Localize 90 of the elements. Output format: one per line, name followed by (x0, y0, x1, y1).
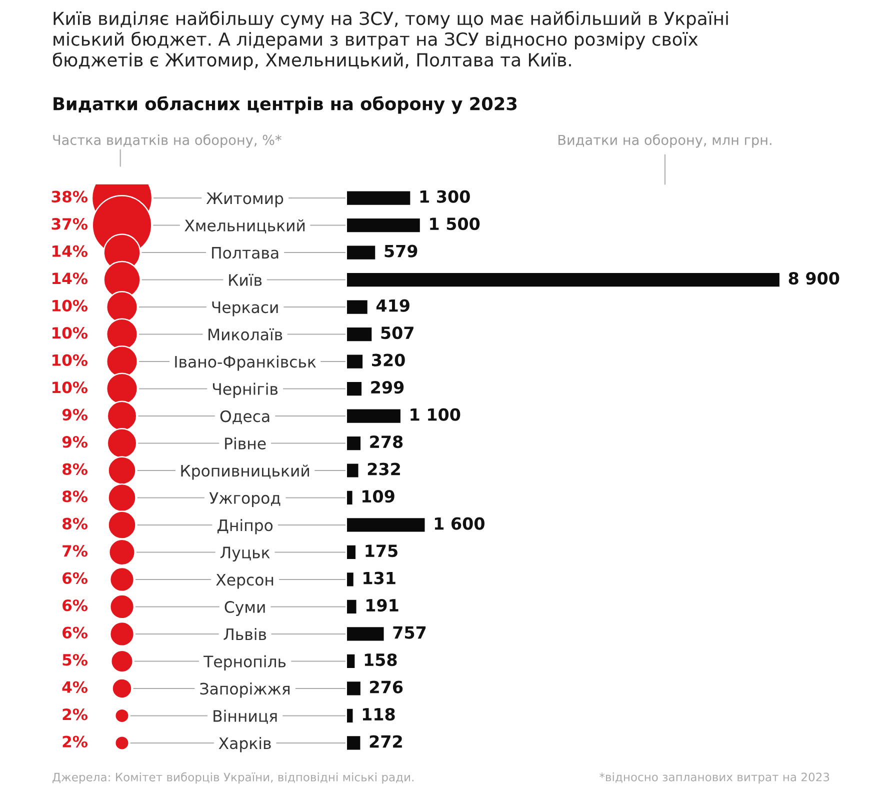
y-tick-label: Чернігів (212, 382, 278, 398)
bar (347, 736, 360, 750)
data-label: 5% (62, 654, 88, 666)
data-label: 4% (62, 681, 88, 693)
data-label: 1 300 (420, 190, 470, 203)
data-label: 276 (370, 680, 403, 694)
data-label: 1 100 (410, 408, 460, 421)
data-label: 278 (370, 435, 403, 448)
data-label: 118 (362, 708, 395, 721)
data-label: 14% (52, 272, 88, 284)
y-tick-label: Рівне (225, 437, 266, 450)
data-label: 1 500 (430, 218, 480, 230)
data-label: 37% (52, 218, 88, 230)
data-label: 10% (52, 382, 88, 394)
bar (347, 327, 372, 342)
y-tick-label: Херсон (216, 574, 274, 589)
y-tick-label: Київ (229, 274, 262, 286)
data-label: 10% (52, 354, 88, 366)
data-label: 579 (384, 244, 418, 258)
data-label: 419 (376, 299, 410, 312)
y-tick-label: Луцьк (220, 546, 270, 562)
data-label: 109 (362, 490, 394, 503)
bar (347, 572, 354, 586)
y-tick-label: Суми (224, 601, 265, 616)
bar (347, 191, 410, 205)
data-label: 507 (381, 326, 414, 340)
bar (347, 218, 420, 232)
data-label: 8% (62, 463, 88, 476)
data-label: 757 (393, 626, 426, 639)
y-tick-label: Ужгород (209, 492, 280, 507)
y-tick-label: Миколаїв (208, 328, 282, 340)
data-label: 38% (52, 190, 88, 203)
data-label: 158 (364, 653, 397, 666)
data-label: 131 (364, 572, 396, 584)
bar (347, 272, 780, 287)
data-label: 6% (62, 572, 88, 584)
y-tick-label: Житомир (206, 192, 284, 208)
bar (347, 354, 363, 368)
y-tick-label: Кропивницький (181, 464, 309, 480)
bar (347, 382, 362, 396)
bar (347, 654, 355, 668)
y-tick-label: Вінниця (214, 710, 277, 724)
text: Частка видатків на оборону, %* (53, 134, 282, 148)
data-label: 6% (62, 626, 88, 638)
bar (347, 545, 356, 560)
bar (347, 464, 358, 478)
text: Джерела: Комітет виборців України, відповідні міські ради. (52, 772, 414, 784)
bar (347, 682, 360, 696)
data-label: 9% (62, 408, 88, 421)
data-label: 2% (62, 708, 88, 720)
data-label: 320 (372, 354, 405, 366)
bar (347, 627, 384, 641)
data-label: 10% (52, 327, 88, 339)
y-tick-label: Дніпро (217, 519, 273, 534)
y-tick-label: Івано-Франківськ (175, 356, 316, 371)
bar (347, 300, 368, 314)
y-tick-label: Львів (224, 628, 266, 640)
bar (347, 436, 361, 450)
bar (347, 708, 353, 723)
y-tick-label: Харків (218, 737, 271, 752)
data-label: 8 900 (788, 272, 840, 285)
y-tick-label: Черкаси (212, 302, 278, 316)
bar (347, 246, 376, 260)
data-label: 7% (62, 544, 88, 557)
y-tick-label: Полтава (212, 247, 278, 259)
text: *відносно запланових витрат на 2023 (600, 772, 830, 784)
data-label: 232 (368, 462, 400, 476)
data-label: 1 600 (434, 517, 484, 530)
x-axis-title: Видатки на оборону, млн грн. (558, 134, 772, 148)
y-tick-label: Хмельницький (184, 219, 305, 234)
data-label: 175 (366, 544, 398, 558)
data-label: 8% (62, 518, 88, 530)
data-label: 9% (62, 436, 88, 448)
bar (347, 490, 352, 505)
data-label: 191 (366, 598, 398, 612)
data-label: 14% (52, 245, 88, 258)
bar (347, 518, 425, 532)
data-label: 8% (62, 490, 88, 502)
data-label: 6% (62, 599, 88, 612)
text: Київ виділяє найбільшу суму на ЗСУ, тому що має найбільший в Україні міський бюджет. А лідерами з витрат на ЗСУ відносно розміру своїх бюджетів є Житомир, Хмельницький, Полтава та Київ. (52, 11, 728, 70)
y-tick-label: Одеса (220, 410, 270, 424)
y-tick-label: Запоріжжя (200, 682, 290, 698)
text: Видатки обласних центрів на оборону у 2023 (54, 96, 517, 114)
data-label: 2% (62, 736, 88, 748)
y-tick-label: Тернопіль (204, 655, 286, 670)
bar (347, 600, 356, 614)
data-label: 10% (52, 300, 88, 312)
bar (347, 409, 400, 423)
data-label: 272 (370, 735, 402, 748)
data-label: 299 (371, 380, 404, 394)
